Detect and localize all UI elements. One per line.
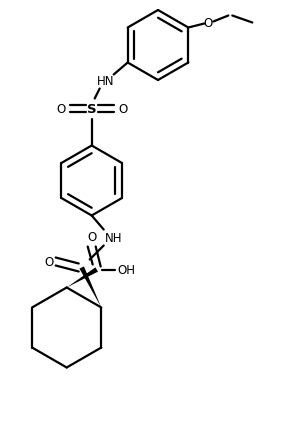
Text: O: O	[87, 230, 96, 243]
Polygon shape	[79, 267, 101, 308]
Text: S: S	[87, 103, 96, 116]
Text: OH: OH	[118, 264, 136, 276]
Text: O: O	[204, 17, 213, 30]
Text: O: O	[56, 103, 65, 116]
Polygon shape	[67, 268, 98, 288]
Text: O: O	[118, 103, 127, 116]
Text: O: O	[44, 255, 53, 268]
Text: NH: NH	[105, 231, 122, 244]
Text: HN: HN	[97, 75, 114, 88]
